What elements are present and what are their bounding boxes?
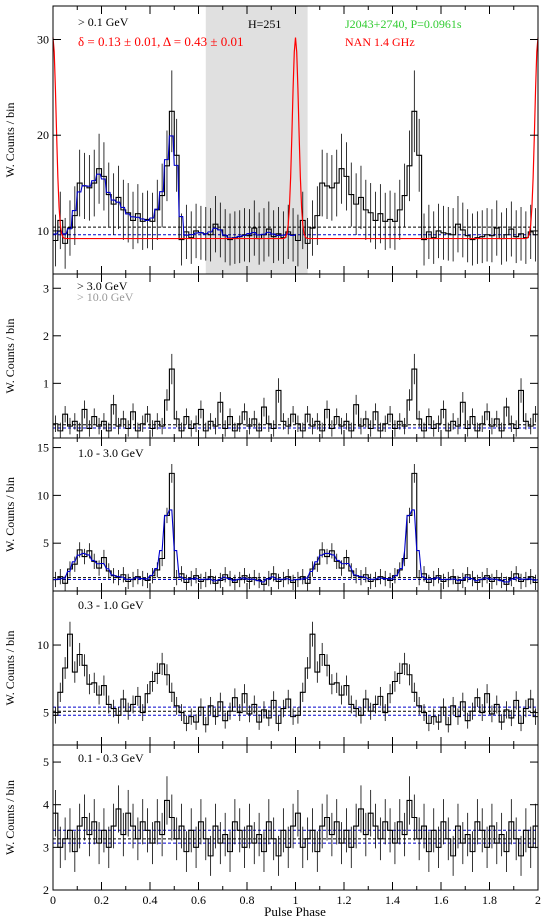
panel-label-band: > 3.0 GeV xyxy=(77,279,128,293)
y-tick-label: 1 xyxy=(43,376,49,390)
y-tick-label: 3 xyxy=(43,281,49,295)
y-axis-label: W. Counts / bin xyxy=(3,103,17,178)
error-bars xyxy=(55,463,536,591)
y-tick-label: 10 xyxy=(37,638,49,652)
y-tick-label: 20 xyxy=(37,128,49,142)
y-axis-label: W. Counts / bin xyxy=(3,631,17,706)
panel-label-source: J2043+2740, P=0.0961s xyxy=(345,17,462,31)
x-tick-label: 1.2 xyxy=(337,893,352,907)
x-tick-label: 1.6 xyxy=(434,893,449,907)
y-tick-label: 5 xyxy=(43,536,49,550)
panel-label-band: 0.1 - 0.3 GeV xyxy=(78,751,144,765)
y-tick-label: 10 xyxy=(37,488,49,502)
panel-label-params: δ = 0.13 ± 0.01, Δ = 0.43 ± 0.01 xyxy=(78,34,243,49)
panel-label-band2: > 10.0 GeV xyxy=(77,290,134,304)
x-tick-label: 2 xyxy=(535,893,541,907)
x-tick-label: 1.4 xyxy=(385,893,400,907)
y-tick-label: 5 xyxy=(43,755,49,769)
panel-5: 2 3 4 5 W. Counts / bin 0.1 - 0.3 GeV xyxy=(3,744,539,897)
x-tick-label: 0.6 xyxy=(191,893,206,907)
fit-curve xyxy=(53,509,539,583)
panel-2: 1 2 3 W. Counts / bin > 3.0 GeV> 10.0 GeV xyxy=(3,273,539,439)
y-tick-label: 2 xyxy=(43,883,49,897)
panel-label-band: 1.0 - 3.0 GeV xyxy=(78,446,144,460)
fit-curve xyxy=(53,135,296,239)
panel-4: 5 10 W. Counts / bin 0.3 - 1.0 GeV xyxy=(3,590,539,746)
x-tick-label: 0 xyxy=(50,893,56,907)
panel-label-band: 0.3 - 1.0 GeV xyxy=(78,598,144,612)
panel-1: 10 20 30 W. Counts / bin > 0.1 GeV δ = 0.13 ±… xyxy=(3,5,539,275)
y-tick-label: 3 xyxy=(43,840,49,854)
y-axis-label: W. Counts / bin xyxy=(3,780,17,855)
panel-frame xyxy=(52,437,539,592)
count-histogram xyxy=(53,110,538,244)
x-tick-label: 1.8 xyxy=(482,893,497,907)
count-histogram xyxy=(53,633,538,726)
x-tick-label: 1 xyxy=(293,893,299,907)
y-tick-label: 30 xyxy=(37,33,49,47)
panel-frame xyxy=(52,590,539,746)
count-histogram xyxy=(53,472,538,585)
radio-profile xyxy=(52,37,539,240)
panel-3: 5 10 15 W. Counts / bin 1.0 - 3.0 GeV xyxy=(3,437,539,592)
y-tick-label: 4 xyxy=(43,798,49,812)
x-tick-label: 0.2 xyxy=(94,893,109,907)
y-tick-label: 5 xyxy=(43,706,49,720)
y-tick-label: 10 xyxy=(37,224,49,238)
x-tick-label: 0.8 xyxy=(240,893,255,907)
count-histogram xyxy=(53,799,538,857)
x-axis-label: Pulse Phase xyxy=(264,904,326,919)
y-tick-label: 2 xyxy=(43,329,49,343)
error-bars xyxy=(55,353,536,438)
y-axis-label: W. Counts / bin xyxy=(3,477,17,552)
y-axis-label: W. Counts / bin xyxy=(3,319,17,394)
panel-label-htest: H=251 xyxy=(248,17,281,31)
panel-label-band: > 0.1 GeV xyxy=(78,15,129,29)
x-tick-label: 0.4 xyxy=(143,893,158,907)
count-histogram xyxy=(53,368,538,432)
panel-label-radio: NAN 1.4 GHz xyxy=(345,35,415,49)
y-tick-label: 15 xyxy=(37,441,49,455)
